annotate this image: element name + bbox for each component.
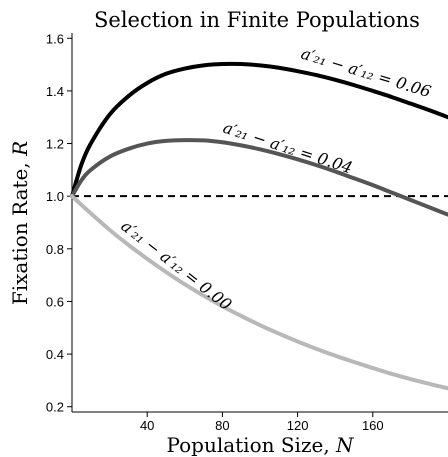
y-tick-label: 0.4: [46, 347, 64, 362]
y-tick-label: 0.2: [46, 400, 64, 415]
series-line-0-06: [70, 61, 448, 199]
annotation-0-00: a′₂₁ − a′₁₂ = 0.00: [118, 216, 236, 314]
y-tick-label: 1.0: [46, 189, 64, 204]
y-tick-label: 0.6: [46, 294, 64, 309]
series-line-0-00: [70, 194, 448, 391]
x-tick-label: 40: [140, 418, 154, 433]
x-axis-label: Population Size, N: [166, 433, 355, 457]
y-ticks: 0.2 0.4 0.6 0.8 1.0 1.2 1.4 1.6: [46, 31, 72, 415]
series-line-0-04: [70, 138, 448, 217]
y-tick-label: 1.4: [46, 84, 64, 99]
series-group: [70, 61, 448, 391]
y-tick-label: 1.6: [46, 31, 64, 46]
y-tick-label: 0.8: [46, 242, 64, 257]
plot-area: 0.2 0.4 0.6 0.8 1.0 1.2 1.4 1.6 40 80 120 160 a′₂₁…: [46, 31, 448, 433]
chart-title: Selection in Finite Populations: [94, 8, 420, 32]
annotation-0-04: a′₂₁ − a′₁₂ = 0.04: [221, 118, 355, 178]
annotation-0-06: a′₂₁ − a′₁₂ = 0.06: [299, 44, 433, 102]
x-tick-label: 80: [215, 418, 229, 433]
x-ticks: 40 80 120 160: [140, 412, 384, 433]
y-axis-label: Fixation Rate, R: [8, 141, 32, 305]
x-tick-label: 160: [362, 418, 384, 433]
x-tick-label: 120: [287, 418, 309, 433]
y-tick-label: 1.2: [46, 137, 64, 152]
